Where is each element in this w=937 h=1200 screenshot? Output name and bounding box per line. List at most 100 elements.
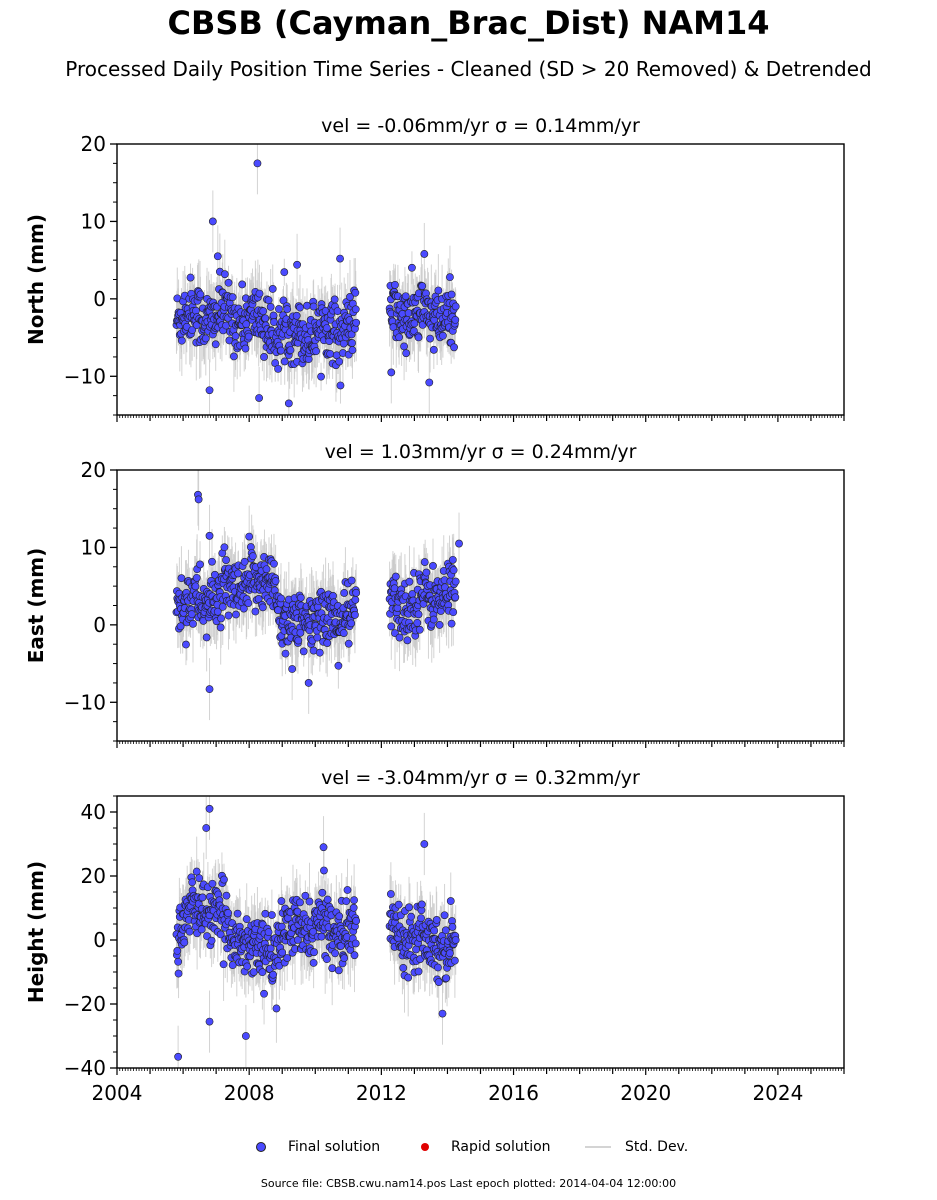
data-point <box>309 302 318 311</box>
data-point <box>352 318 361 327</box>
data-point <box>343 886 352 894</box>
data-point <box>288 665 297 673</box>
data-point <box>294 935 302 944</box>
data-point <box>335 912 344 921</box>
data-point <box>268 911 276 919</box>
data-point <box>303 301 311 310</box>
data-point <box>271 577 280 585</box>
data-point <box>294 636 303 645</box>
data-point <box>253 159 262 168</box>
data-point <box>216 930 225 939</box>
data-point <box>402 349 411 358</box>
legend: Final solution Rapid solution Std. Dev. <box>0 1137 937 1157</box>
data-point <box>451 593 460 602</box>
panel-1: vel = -0.06mm/yr σ = 0.14mm/yr North (mm)… <box>24 115 845 422</box>
data-point <box>348 339 356 347</box>
data-point <box>278 948 287 957</box>
data-point <box>192 867 201 876</box>
data-point <box>394 900 403 909</box>
data-point <box>201 334 210 343</box>
x-tick-label: 2020 <box>620 1081 671 1105</box>
data-point <box>312 347 320 356</box>
data-point <box>254 594 263 603</box>
data-point <box>322 955 331 964</box>
data-point <box>296 898 304 907</box>
y-tick-label: 40 <box>81 800 106 824</box>
data-point <box>180 938 189 947</box>
data-point <box>205 531 214 540</box>
data-point <box>309 927 318 936</box>
chart-title: CBSB (Cayman_Brac_Dist) NAM14 <box>167 4 770 42</box>
std-dev-bars <box>175 144 457 415</box>
data-point <box>195 874 204 883</box>
data-point <box>420 558 429 566</box>
data-point <box>342 897 351 906</box>
data-point <box>244 332 253 341</box>
data-point <box>187 610 196 619</box>
data-point <box>448 923 457 931</box>
data-point <box>259 307 268 316</box>
data-point <box>348 346 357 354</box>
data-point <box>277 897 286 905</box>
data-point <box>335 357 344 366</box>
data-point <box>270 559 278 568</box>
data-point <box>336 254 344 263</box>
data-point <box>174 1052 183 1061</box>
data-point <box>310 948 318 957</box>
y-axis-label: Height (mm) <box>24 861 48 1003</box>
data-point <box>208 217 217 226</box>
data-point <box>228 961 237 970</box>
data-point <box>434 286 443 295</box>
data-point <box>202 824 211 832</box>
data-point <box>417 900 426 909</box>
data-point <box>432 916 441 924</box>
data-point <box>198 893 207 902</box>
data-point <box>260 353 268 361</box>
legend-final-marker <box>256 1142 266 1152</box>
data-point <box>313 633 322 642</box>
data-point <box>281 649 290 658</box>
data-point <box>216 623 225 632</box>
data-point <box>426 334 435 343</box>
data-point <box>231 332 240 340</box>
data-point <box>205 1017 214 1026</box>
data-point <box>319 843 328 852</box>
data-point <box>283 954 292 962</box>
data-point <box>340 954 349 963</box>
data-point <box>414 333 423 342</box>
data-point <box>344 639 353 648</box>
chart-subtitle: Processed Daily Position Time Series - C… <box>65 57 872 81</box>
data-point <box>429 615 438 624</box>
data-point <box>317 932 326 941</box>
data-point <box>329 592 337 600</box>
data-point <box>248 552 257 561</box>
series-data <box>172 470 463 721</box>
panel-3: vel = -3.04mm/yr σ = 0.32mm/yr Height (mm… <box>24 767 845 1105</box>
data-point <box>387 368 396 377</box>
data-point <box>218 602 227 611</box>
data-point <box>280 357 289 366</box>
data-point <box>277 346 285 355</box>
data-point <box>350 951 359 960</box>
data-point <box>239 604 248 613</box>
data-point <box>192 573 201 582</box>
data-point <box>315 648 324 657</box>
data-point <box>219 960 228 969</box>
panel-title: vel = -0.06mm/yr σ = 0.14mm/yr <box>321 115 640 137</box>
data-point <box>422 568 431 577</box>
data-point <box>446 897 455 905</box>
data-point <box>224 278 233 287</box>
y-tick-label: 20 <box>81 132 106 156</box>
data-point <box>408 263 416 272</box>
data-point <box>205 804 214 813</box>
data-point <box>296 593 305 602</box>
data-point <box>451 315 460 324</box>
data-point <box>400 342 408 351</box>
data-point <box>399 963 408 972</box>
data-point <box>446 949 454 958</box>
data-point <box>451 577 460 586</box>
data-point <box>347 576 356 585</box>
data-point <box>251 607 260 616</box>
data-point <box>434 963 442 972</box>
data-point <box>260 989 268 998</box>
